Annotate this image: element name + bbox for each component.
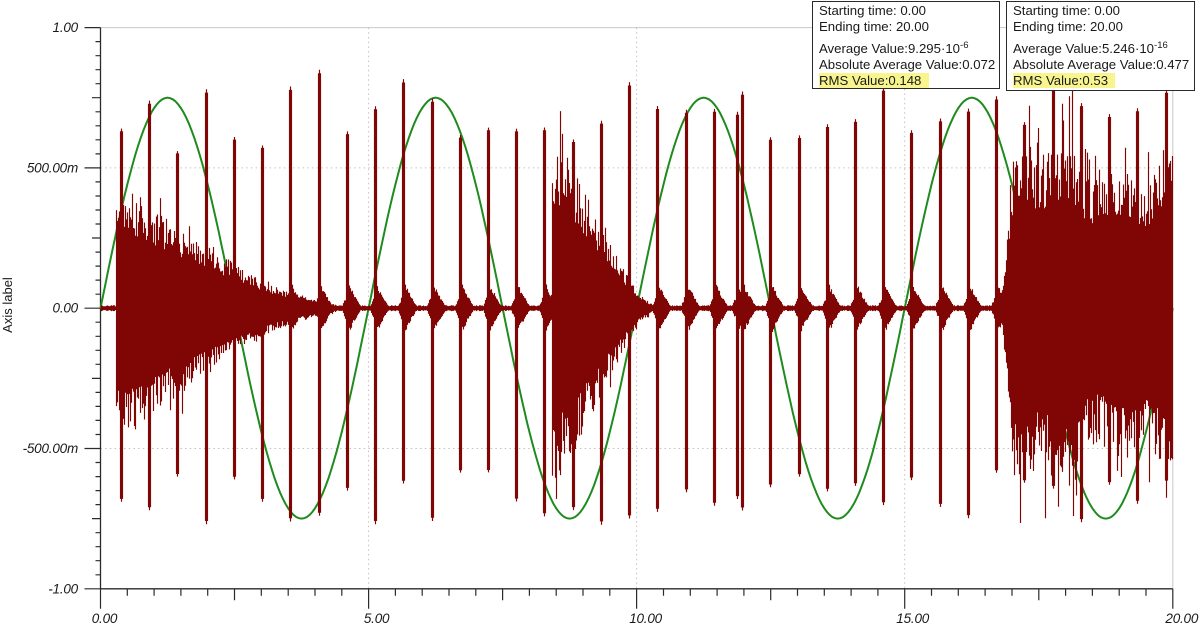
svg-text:-1.00: -1.00: [48, 581, 78, 596]
svg-text:10.00: 10.00: [629, 611, 662, 626]
svg-text:15.00: 15.00: [896, 611, 929, 626]
svg-text:0.00: 0.00: [53, 301, 79, 316]
svg-text:Axis label: Axis label: [0, 277, 15, 333]
svg-text:0.00: 0.00: [92, 611, 118, 626]
svg-text:5.00: 5.00: [364, 611, 390, 626]
svg-text:-500.00m: -500.00m: [23, 441, 78, 456]
svg-text:20.00: 20.00: [1164, 611, 1198, 626]
svg-text:500.00m: 500.00m: [27, 160, 78, 175]
svg-text:1.00: 1.00: [53, 20, 79, 35]
